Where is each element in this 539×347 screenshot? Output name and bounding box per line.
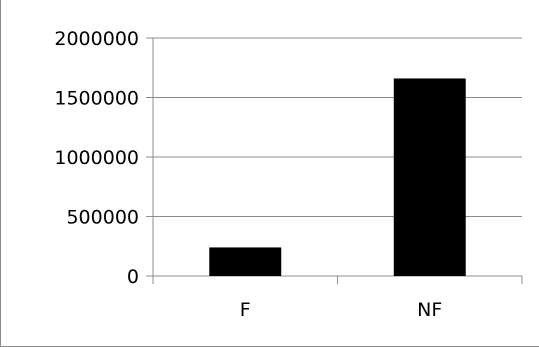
y-tick-label: 500000 [66, 207, 139, 229]
x-tick-label: F [240, 299, 251, 321]
y-tick-label: 1000000 [54, 147, 139, 169]
y-tick-label: 0 [127, 266, 139, 288]
bar-nf [393, 78, 466, 277]
y-tick-label: 2000000 [54, 28, 139, 50]
bar-f [209, 247, 282, 276]
x-tick-label: NF [417, 299, 442, 321]
y-tick-label: 1500000 [54, 88, 139, 110]
